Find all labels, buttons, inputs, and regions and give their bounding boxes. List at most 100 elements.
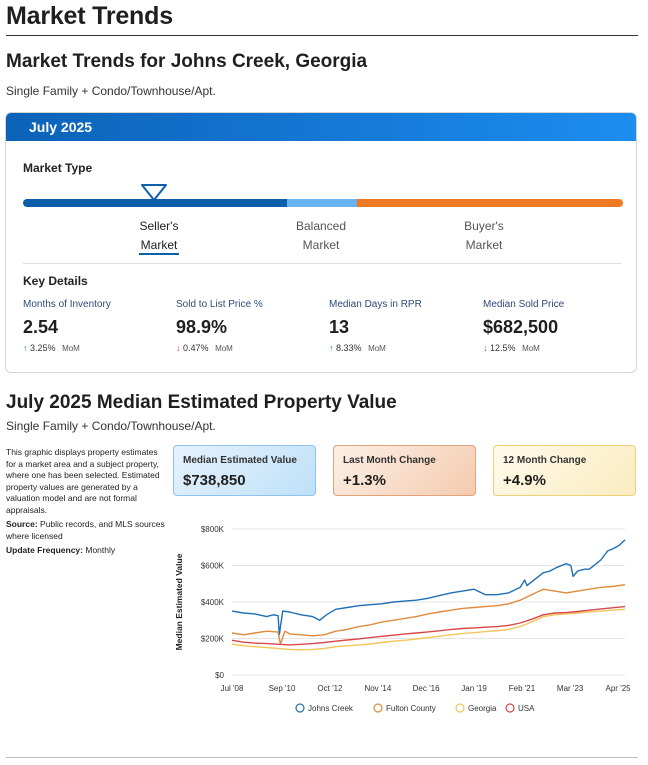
source-line: Source: Public records, and MLS sources … (6, 519, 166, 542)
metric-change: ↓ 12.5% MoM (483, 343, 633, 353)
box-value: $738,850 (183, 472, 246, 489)
legend-label: Johns Creek (308, 704, 354, 713)
x-tick-label: Jan '19 (461, 684, 487, 693)
source-label: Source: (6, 519, 38, 529)
metric-change: ↑ 8.33% MoM (329, 343, 479, 353)
y-tick-label: $200K (201, 635, 225, 644)
card-header-date: July 2025 (6, 113, 636, 141)
metric-median-days: Median Days in RPR 13 ↑ 8.33% MoM (329, 299, 479, 353)
change-period: MoM (215, 344, 233, 353)
key-details-divider (23, 263, 621, 264)
property-value-heading: July 2025 Median Estimated Property Valu… (6, 392, 397, 413)
chart-description: This graphic displays property estimates… (6, 447, 166, 560)
line-chart-svg: $0 $200K $400K $600K $800K Median Estimated V… (174, 525, 632, 713)
legend-label: Georgia (468, 704, 497, 713)
series-line (231, 584, 626, 645)
x-tick-label: Jul '08 (221, 684, 244, 693)
y-tick-label: $800K (201, 525, 225, 534)
seller-market-label[interactable]: Seller's Market (104, 217, 214, 255)
change-value: 3.25% (30, 343, 56, 353)
legend-label: Fulton County (386, 704, 436, 713)
change-period: MoM (522, 344, 540, 353)
seller-market-line1: Seller's (139, 219, 179, 233)
update-line: Update Frequency: Monthly (6, 545, 166, 557)
box-value: +4.9% (503, 472, 546, 489)
arrow-up-icon: ↑ (329, 343, 334, 353)
market-type-label: Market Type (23, 161, 93, 175)
box-label: 12 Month Change (503, 455, 587, 466)
update-text: Monthly (85, 545, 116, 555)
x-tick-label: Nov '14 (364, 684, 391, 693)
page-title: Market Trends (6, 2, 173, 30)
market-trends-subheading: Single Family + Condo/Townhouse/Apt. (6, 84, 216, 98)
y-tick-label: $600K (201, 562, 225, 571)
market-type-card: July 2025 Market Type Seller's Market Ba… (5, 112, 637, 373)
balanced-market-line2: Market (302, 238, 340, 252)
y-axis-label: Median Estimated Value (174, 553, 184, 650)
metric-value: 98.9% (176, 317, 228, 337)
metric-change: ↑ 3.25% MoM (23, 343, 173, 353)
x-tick-label: Apr '25 (606, 684, 632, 693)
buyer-market-bar (357, 199, 623, 207)
arrow-down-icon: ↓ (483, 343, 488, 353)
series-line (231, 605, 626, 646)
metric-value: 13 (329, 317, 350, 337)
buyer-market-label[interactable]: Buyer's Market (429, 217, 539, 255)
metric-change: ↓ 0.47% MoM (176, 343, 326, 353)
x-tick-label: Oct '12 (317, 684, 343, 693)
x-tick-label: Feb '21 (509, 684, 536, 693)
description-text: This graphic displays property estimates… (6, 447, 160, 515)
property-value-subheading: Single Family + Condo/Townhouse/Apt. (6, 419, 216, 433)
balanced-market-line1: Balanced (295, 219, 347, 233)
change-period: MoM (368, 344, 386, 353)
arrow-up-icon: ↑ (23, 343, 28, 353)
buyer-market-line1: Buyer's (464, 219, 504, 233)
twelve-month-change-box: 12 Month Change +4.9% (493, 445, 636, 496)
update-label: Update Frequency: (6, 545, 83, 555)
change-period: MoM (62, 344, 80, 353)
x-tick-label: Sep '10 (269, 684, 296, 693)
title-divider (6, 35, 638, 36)
buyer-market-line2: Market (465, 238, 503, 252)
market-indicator-icon (141, 184, 167, 201)
seller-market-underline (139, 253, 179, 255)
box-label: Median Estimated Value (183, 455, 297, 466)
x-tick-label: Dec '16 (413, 684, 440, 693)
arrow-down-icon: ↓ (176, 343, 181, 353)
seller-market-line2: Market (140, 238, 178, 252)
box-value: +1.3% (343, 472, 386, 489)
metric-label: Months of Inventory (23, 299, 111, 310)
balanced-market-label[interactable]: Balanced Market (266, 217, 376, 255)
last-month-change-box: Last Month Change +1.3% (333, 445, 476, 496)
metric-label: Sold to List Price % (176, 299, 263, 310)
y-tick-label: $400K (201, 598, 225, 607)
median-estimated-value-box: Median Estimated Value $738,850 (173, 445, 316, 496)
box-label: Last Month Change (343, 455, 436, 466)
legend-marker-icon (505, 703, 515, 713)
balanced-market-bar (287, 199, 363, 207)
metric-value: $682,500 (483, 317, 559, 337)
metric-value: 2.54 (23, 317, 59, 337)
change-value: 8.33% (336, 343, 362, 353)
series-line (231, 539, 626, 636)
legend-marker-icon (455, 703, 465, 713)
metric-label: Median Days in RPR (329, 299, 422, 310)
legend-label: USA (518, 704, 535, 713)
x-tick-label: Mar '23 (557, 684, 584, 693)
key-details-label: Key Details (23, 274, 88, 288)
seller-market-bar (23, 199, 293, 207)
legend-marker-icon (295, 703, 305, 713)
property-value-chart: $0 $200K $400K $600K $800K Median Estimated V… (170, 515, 640, 725)
change-value: 12.5% (490, 343, 516, 353)
metric-median-sold-price: Median Sold Price $682,500 ↓ 12.5% MoM (483, 299, 633, 353)
metric-months-of-inventory: Months of Inventory 2.54 ↑ 3.25% MoM (23, 299, 173, 353)
legend-marker-icon (373, 703, 383, 713)
y-tick-label: $0 (215, 671, 224, 680)
bottom-divider (6, 757, 638, 758)
source-text: Public records, and MLS sources where li… (6, 519, 165, 541)
change-value: 0.47% (183, 343, 209, 353)
series-line (231, 608, 626, 651)
metric-sold-to-list: Sold to List Price % 98.9% ↓ 0.47% MoM (176, 299, 326, 353)
market-trends-heading: Market Trends for Johns Creek, Georgia (6, 51, 368, 72)
metric-label: Median Sold Price (483, 299, 565, 310)
